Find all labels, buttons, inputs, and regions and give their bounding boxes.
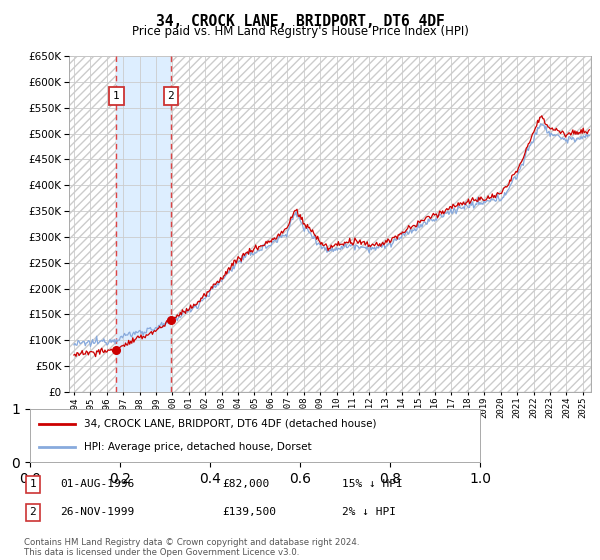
HPI: Average price, detached house, Dorset: (2.01e+03, 2.8e+05): Average price, detached house, Dorset: (… (319, 244, 326, 251)
Line: 34, CROCK LANE, BRIDPORT, DT6 4DF (detached house): 34, CROCK LANE, BRIDPORT, DT6 4DF (detac… (74, 116, 589, 357)
HPI: Average price, detached house, Dorset: (2.01e+03, 2.8e+05): Average price, detached house, Dorset: (… (378, 244, 385, 251)
HPI: Average price, detached house, Dorset: (2.03e+03, 4.96e+05): Average price, detached house, Dorset: (… (586, 132, 593, 139)
34, CROCK LANE, BRIDPORT, DT6 4DF (detached house) (586, 127, 593, 133)
Text: 01-AUG-1996: 01-AUG-1996 (60, 479, 134, 489)
34, CROCK LANE, BRIDPORT, DT6 4DF (detached house) (538, 113, 545, 119)
HPI: Average price, detached house, Dorset: (2.01e+03, 2.83e+05): Average price, detached house, Dorset: (… (350, 242, 358, 249)
Text: Price paid vs. HM Land Registry's House Price Index (HPI): Price paid vs. HM Land Registry's House … (131, 25, 469, 38)
34, CROCK LANE, BRIDPORT, DT6 4DF (detached house) (319, 242, 326, 249)
Bar (116, 56, 171, 392)
34, CROCK LANE, BRIDPORT, DT6 4DF (detached house) (92, 353, 99, 360)
Text: 15% ↓ HPI: 15% ↓ HPI (342, 479, 403, 489)
Text: 2% ↓ HPI: 2% ↓ HPI (342, 507, 396, 517)
Text: 2: 2 (167, 91, 174, 101)
HPI: Average price, detached house, Dorset: (1.99e+03, 9.13e+04): Average price, detached house, Dorset: (… (70, 342, 77, 348)
34, CROCK LANE, BRIDPORT, DT6 4DF (detached house) (378, 241, 385, 248)
34, CROCK LANE, BRIDPORT, DT6 4DF (detached house) (494, 189, 501, 196)
HPI: Average price, detached house, Dorset: (2.02e+03, 4.89e+05): Average price, detached house, Dorset: (… (575, 136, 583, 142)
34, CROCK LANE, BRIDPORT, DT6 4DF (detached house) (575, 129, 583, 136)
Text: 1: 1 (29, 479, 37, 489)
34, CROCK LANE, BRIDPORT, DT6 4DF (detached house) (350, 240, 358, 246)
Text: 34, CROCK LANE, BRIDPORT, DT6 4DF: 34, CROCK LANE, BRIDPORT, DT6 4DF (155, 14, 445, 29)
HPI: Average price, detached house, Dorset: (2.01e+03, 2.85e+05): Average price, detached house, Dorset: (… (316, 241, 323, 248)
Text: 1: 1 (113, 91, 119, 101)
34, CROCK LANE, BRIDPORT, DT6 4DF (detached house) (70, 352, 77, 358)
Text: 2: 2 (29, 507, 37, 517)
HPI: Average price, detached house, Dorset: (2.02e+03, 3.84e+05): Average price, detached house, Dorset: (… (494, 190, 501, 197)
Text: Contains HM Land Registry data © Crown copyright and database right 2024.
This d: Contains HM Land Registry data © Crown c… (24, 538, 359, 557)
Text: £82,000: £82,000 (222, 479, 269, 489)
34, CROCK LANE, BRIDPORT, DT6 4DF (detached house) (316, 239, 323, 245)
HPI: Average price, detached house, Dorset: (2.02e+03, 5.19e+05): Average price, detached house, Dorset: (… (537, 120, 544, 127)
Line: HPI: Average price, detached house, Dorset: HPI: Average price, detached house, Dors… (74, 124, 589, 347)
Text: £139,500: £139,500 (222, 507, 276, 517)
Text: HPI: Average price, detached house, Dorset: HPI: Average price, detached house, Dors… (84, 442, 311, 452)
Text: 26-NOV-1999: 26-NOV-1999 (60, 507, 134, 517)
Text: 34, CROCK LANE, BRIDPORT, DT6 4DF (detached house): 34, CROCK LANE, BRIDPORT, DT6 4DF (detac… (84, 419, 377, 429)
HPI: Average price, detached house, Dorset: (2e+03, 8.8e+04): Average price, detached house, Dorset: (… (87, 343, 94, 350)
